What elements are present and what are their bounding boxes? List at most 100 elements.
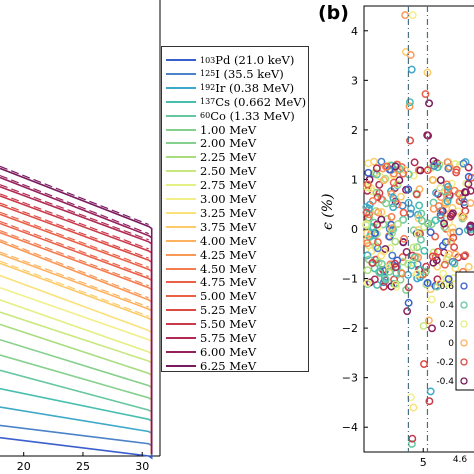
legend-swatch	[166, 59, 196, 61]
legend-entry: 6.25 MeV	[166, 357, 256, 375]
scatter-point	[362, 221, 371, 230]
scatter-point	[377, 208, 386, 217]
scatter-point	[377, 215, 386, 224]
y-tick-label: 1	[351, 173, 358, 186]
legend-label: 4.75 MeV	[200, 275, 257, 290]
x-tick-label: 30	[135, 460, 149, 473]
scatter-point	[443, 253, 452, 262]
scatter-point	[424, 316, 433, 325]
scatter-point	[377, 260, 386, 268]
legend-swatch	[166, 239, 196, 242]
energy-curve	[0, 231, 153, 454]
scatter-point	[373, 220, 382, 229]
scatter-point	[370, 275, 379, 284]
energy-curve	[0, 241, 153, 454]
scatter-point	[381, 162, 390, 171]
scatter-point	[386, 244, 395, 253]
scatter-point	[377, 157, 386, 166]
scatter-point	[408, 434, 417, 443]
reference-curve-dashed	[0, 184, 149, 241]
scatter-point	[389, 178, 398, 187]
scatter-point	[446, 212, 455, 221]
energy-curve	[0, 436, 153, 460]
scatter-point	[436, 211, 445, 219]
scatter-point	[387, 282, 396, 291]
scatter-point	[363, 183, 372, 192]
legend-entry: 3.00 MeV	[166, 190, 256, 208]
legend-label: 3.75 MeV	[200, 219, 257, 234]
legend-entry: 4.25 MeV	[166, 246, 256, 264]
scatter-point	[420, 360, 428, 368]
scatter-point	[440, 223, 449, 232]
legend-entry: 2.75 MeV	[166, 176, 256, 194]
scatter-point	[396, 192, 405, 201]
legend-label: 6.00 MeV	[200, 344, 257, 359]
scatter-point	[425, 397, 434, 406]
scatter-point	[387, 212, 396, 221]
legend-label: Ir (0.38 MeV)	[215, 80, 295, 95]
legend-label: 4.00 MeV	[200, 233, 257, 248]
reference-curve-dashed	[0, 260, 149, 317]
legend-swatch	[166, 72, 196, 75]
scatter-point	[444, 164, 453, 173]
scatter-point	[375, 269, 384, 277]
reference-curve-dashed	[0, 251, 149, 308]
scatter-point	[443, 197, 452, 206]
inset-y-tick-label: 0.6	[440, 282, 455, 292]
scatter-point	[406, 51, 415, 59]
scatter-point	[429, 157, 438, 166]
inset-y-tick-label: 0.4	[440, 301, 455, 311]
y-tick-label: −2	[342, 322, 358, 335]
y-tick-label: 2	[351, 124, 358, 137]
scatter-point	[433, 275, 442, 284]
scatter-point	[407, 439, 416, 448]
legend-entry: 5.25 MeV	[166, 301, 256, 319]
scatter-point	[400, 234, 409, 243]
scatter-point	[362, 208, 371, 217]
scatter-point	[416, 235, 425, 244]
scatter-point	[399, 215, 408, 224]
legend-label: 2.00 MeV	[200, 136, 257, 151]
scatter-point	[379, 176, 388, 185]
scatter-point	[407, 204, 416, 213]
scatter-point	[373, 238, 382, 247]
scatter-point	[448, 258, 457, 266]
legend-label: 3.00 MeV	[200, 192, 257, 206]
scatter-point	[413, 269, 422, 278]
scatter-point	[398, 253, 407, 262]
scatter-point	[363, 266, 372, 275]
scatter-point	[374, 208, 383, 217]
scatter-point	[425, 99, 434, 108]
legend-label: 5.25 MeV	[200, 303, 257, 318]
energy-curve	[0, 167, 153, 454]
legend-entry: 1.00 MeV	[166, 121, 256, 139]
scatter-point	[406, 136, 415, 145]
legend-entry: 3.75 MeV	[166, 218, 256, 236]
legend-superscript: 125	[200, 69, 216, 79]
scatter-point	[391, 237, 400, 246]
legend-superscript: 103	[200, 55, 216, 65]
scatter-point	[433, 262, 442, 271]
legend-swatch	[166, 170, 196, 173]
legend-entry: 60 Co (1.33 MeV)	[166, 107, 295, 125]
scatter-point	[388, 224, 397, 233]
legend-label: Co (1.33 MeV)	[210, 108, 295, 123]
scatter-point	[445, 162, 454, 171]
scatter-point	[450, 259, 459, 268]
scatter-point	[455, 197, 464, 206]
scatter-point	[409, 171, 418, 180]
scatter-point	[460, 212, 469, 221]
inset-scatter-point	[460, 301, 468, 309]
inset-scatter-point	[460, 282, 468, 290]
scatter-point	[432, 188, 441, 197]
scatter-point	[455, 227, 464, 236]
scatter-point	[459, 159, 468, 168]
legend-swatch	[166, 225, 196, 228]
scatter-point	[385, 267, 394, 276]
y-tick-label: 4	[351, 25, 358, 38]
y-tick-label: 0	[351, 223, 358, 236]
legend-swatch	[166, 309, 196, 312]
scatter-point	[408, 11, 417, 20]
scatter-point	[363, 239, 372, 248]
scatter-point	[467, 227, 474, 236]
